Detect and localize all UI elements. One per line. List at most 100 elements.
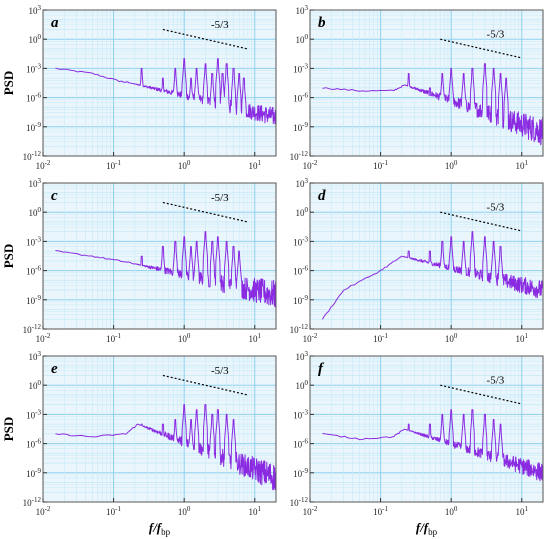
axes-frame: [309, 182, 544, 330]
axes-frame: [309, 355, 544, 503]
y-tick-label: 10-12: [23, 496, 42, 508]
slope-label: -5/3: [487, 202, 505, 214]
y-tick-label: 100: [29, 206, 42, 218]
slope-label: -5/3: [487, 375, 505, 387]
psd-series-line: [322, 409, 544, 482]
slope-reference-line: [440, 38, 522, 59]
panel-letter: b: [318, 15, 326, 31]
y-tick-label: 10-9: [26, 294, 41, 306]
slope-reference-line: [162, 201, 249, 223]
x-tick-label: 101: [516, 332, 529, 344]
y-tick-label: 10-12: [290, 323, 309, 335]
x-tick-label: 100: [178, 505, 191, 517]
axes-frame: [42, 355, 277, 503]
x-tick-label: 10-1: [106, 159, 121, 171]
panel-letter: f: [318, 361, 325, 377]
y-tick-label: 10-9: [293, 294, 308, 306]
y-tick-label: 10-3: [26, 408, 41, 420]
y-tick-label: 10-6: [293, 92, 308, 104]
axes-frame: [42, 182, 277, 330]
panel-letter: d: [318, 188, 326, 204]
y-tick-label: 103: [29, 350, 42, 362]
gridlines: [309, 355, 544, 503]
x-tick-label: 100: [178, 159, 191, 171]
x-tick-label: 10-1: [373, 505, 388, 517]
y-tick-label: 103: [296, 350, 309, 362]
x-tick-label: 10-1: [106, 332, 121, 344]
x-tick-label: 101: [249, 505, 262, 517]
x-tick-label: 10-2: [36, 332, 51, 344]
x-axis-label: f/fbp: [416, 520, 438, 537]
slope-reference-line: [440, 211, 522, 232]
y-axis-label: PSD: [1, 244, 16, 269]
panel-b: -5/3 b 10-12 10-9 10-6 10-3 100 103 10-2 10-1 100 1…: [290, 4, 544, 171]
slope-label: -5/3: [211, 19, 229, 31]
psd-series-line: [55, 404, 277, 491]
y-tick-label: 103: [29, 4, 42, 16]
panel-letter: c: [51, 188, 58, 204]
panel-a: -5/3 a 10-12 10-9 10-6 10-3 100 103 10-2 10-1 100 1…: [1, 4, 277, 171]
x-tick-label: 101: [249, 332, 262, 344]
y-tick-label: 10-6: [26, 265, 41, 277]
y-tick-label: 10-6: [293, 265, 308, 277]
x-tick-label: 101: [249, 159, 262, 171]
x-tick-label: 101: [516, 159, 529, 171]
panel-e: -5/3 e 10-12 10-9 10-6 10-3 100 103 10-2 10-1 100 1…: [1, 350, 277, 537]
x-tick-label: 101: [516, 505, 529, 517]
y-tick-label: 10-9: [26, 467, 41, 479]
y-tick-label: 10-12: [290, 150, 309, 162]
psd-series-line: [55, 58, 277, 126]
y-axis-label: PSD: [1, 417, 16, 442]
y-tick-label: 10-6: [26, 438, 41, 450]
y-tick-label: 10-3: [293, 62, 308, 74]
x-tick-label: 10-2: [36, 505, 51, 517]
y-tick-label: 103: [29, 177, 42, 189]
slope-label: -5/3: [211, 192, 229, 204]
y-tick-label: 10-6: [26, 92, 41, 104]
y-tick-label: 100: [296, 206, 309, 218]
y-tick-label: 10-12: [23, 150, 42, 162]
x-tick-label: 10-1: [373, 332, 388, 344]
y-tick-label: 10-12: [290, 496, 309, 508]
psd-series-line: [322, 63, 544, 146]
slope-label: -5/3: [487, 29, 505, 41]
y-tick-label: 10-3: [26, 62, 41, 74]
slope-reference-line: [440, 384, 522, 405]
y-tick-label: 100: [29, 379, 42, 391]
x-tick-label: 100: [445, 332, 458, 344]
psd-series-line: [321, 231, 544, 320]
x-tick-label: 100: [445, 505, 458, 517]
slope-label: -5/3: [211, 365, 229, 377]
y-tick-label: 10-3: [293, 235, 308, 247]
x-tick-label: 100: [178, 332, 191, 344]
slope-reference-line: [162, 374, 249, 396]
y-axis-label: PSD: [1, 71, 16, 96]
y-tick-label: 10-12: [23, 323, 42, 335]
psd-series-line: [55, 231, 277, 308]
y-tick-label: 103: [296, 177, 309, 189]
x-axis-label: f/fbp: [149, 520, 171, 537]
x-tick-label: 10-2: [303, 332, 318, 344]
y-tick-label: 100: [29, 33, 42, 45]
x-tick-label: 10-2: [303, 159, 318, 171]
x-tick-label: 10-2: [303, 505, 318, 517]
panel-d: -5/3 d 10-12 10-9 10-6 10-3 100 103 10-2 10-1 100 1…: [290, 177, 544, 344]
y-tick-label: 10-3: [26, 235, 41, 247]
y-tick-label: 10-6: [293, 438, 308, 450]
y-tick-label: 100: [296, 33, 309, 45]
panel-letter: e: [51, 361, 58, 377]
panel-letter: a: [51, 15, 59, 31]
y-tick-label: 10-3: [293, 408, 308, 420]
x-tick-label: 10-1: [106, 505, 121, 517]
y-tick-label: 103: [296, 4, 309, 16]
panel-c: -5/3 c 10-12 10-9 10-6 10-3 100 103 10-2 10-1 100 1…: [1, 177, 277, 344]
x-tick-label: 10-2: [36, 159, 51, 171]
panel-f: -5/3 f 10-12 10-9 10-6 10-3 100 103 10-2 10-1 100 1…: [290, 350, 544, 537]
y-tick-label: 10-9: [293, 121, 308, 133]
x-tick-label: 100: [445, 159, 458, 171]
slope-reference-line: [162, 28, 249, 50]
y-tick-label: 100: [296, 379, 309, 391]
x-tick-label: 10-1: [373, 159, 388, 171]
axes-frame: [42, 9, 277, 157]
